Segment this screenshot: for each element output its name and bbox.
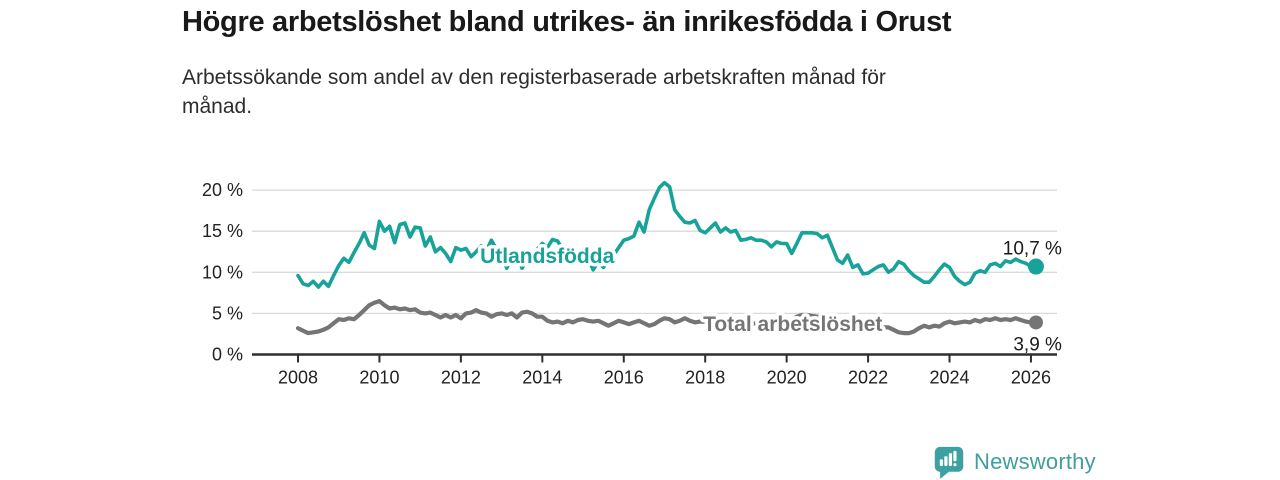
x-axis-tick-label: 2024 — [929, 368, 969, 388]
y-axis-tick-label: 20 % — [202, 180, 243, 200]
newsworthy-logo-icon — [934, 446, 964, 479]
bar-chart-exclamation-glyph — [939, 450, 957, 467]
newsworthy-logo[interactable]: Newsworthy — [933, 445, 1096, 479]
series-inline-label-total: Total arbetslöshet — [703, 313, 882, 336]
x-axis-tick-label: 2020 — [767, 368, 807, 388]
series-end-value-label-total: 3,9 % — [1013, 334, 1062, 355]
series-end-dot-total — [1028, 315, 1043, 330]
x-axis-tick-label: 2014 — [522, 368, 562, 388]
chart-title: Högre arbetslöshet bland utrikes- än inr… — [182, 6, 952, 38]
newsworthy-logo-text: Newsworthy — [974, 449, 1096, 474]
x-axis-tick-label: 2026 — [1011, 368, 1051, 388]
y-axis-tick-label: 0 % — [212, 345, 243, 365]
x-axis-tick-label: 2022 — [848, 368, 888, 388]
x-axis-tick-label: 2018 — [685, 368, 725, 388]
series-line-total — [295, 299, 1034, 336]
series-end-value-label-utlandsfodda: 10,7 % — [1003, 239, 1062, 260]
series-inline-label-utlandsfodda: Utlandsfödda — [480, 245, 614, 268]
y-axis-tick-label: 5 % — [212, 303, 243, 323]
y-axis-tick-label: 15 % — [202, 221, 243, 241]
y-axis-tick-label: 10 % — [202, 262, 243, 282]
x-axis-tick-label: 2008 — [278, 368, 318, 388]
x-axis-tick-label: 2012 — [441, 368, 481, 388]
series-line-utlandsfodda — [296, 180, 1033, 289]
x-axis-tick-label: 2016 — [604, 368, 644, 388]
x-axis-tick-label: 2010 — [359, 368, 399, 388]
chart-subtitle: Arbetssökande som andel av den registerb… — [182, 66, 886, 118]
series-end-dot-utlandsfodda — [1027, 258, 1044, 275]
